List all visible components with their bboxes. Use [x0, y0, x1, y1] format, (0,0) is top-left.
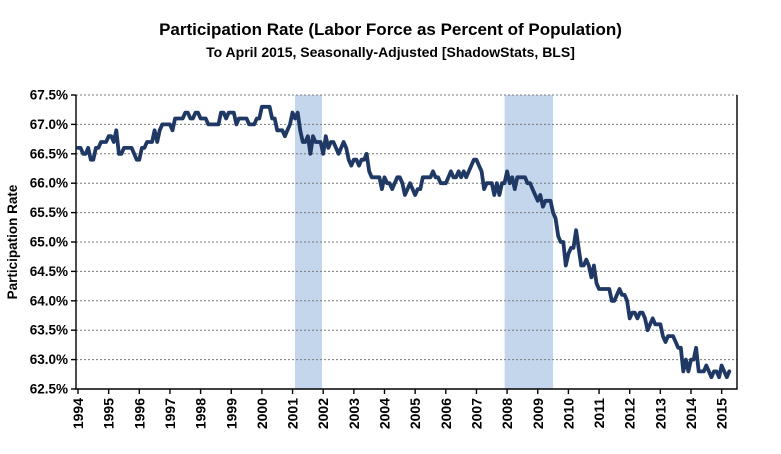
chart-title: Participation Rate (Labor Force as Perce… [159, 20, 622, 39]
x-tick-label: 2006 [438, 398, 454, 429]
y-tick-label: 65.0% [30, 235, 68, 250]
y-tick-label: 65.5% [30, 205, 68, 220]
x-tick-label: 2013 [652, 398, 668, 429]
y-tick-label: 63.0% [30, 352, 68, 367]
y-tick-label: 66.5% [30, 146, 68, 161]
y-tick-label: 64.5% [30, 264, 68, 279]
x-tick-label: 2000 [254, 398, 270, 429]
x-tick-label: 1997 [162, 398, 178, 429]
y-tick-label: 62.5% [30, 382, 68, 397]
x-tick-label: 2011 [591, 398, 607, 429]
x-tick-label: 2003 [346, 398, 362, 429]
y-tick-label: 63.5% [30, 323, 68, 338]
x-tick-label: 2012 [622, 398, 638, 429]
x-tick-label: 1999 [223, 398, 239, 429]
x-tick-label: 2014 [683, 398, 699, 429]
x-tick-label: 1998 [193, 398, 209, 429]
x-tick-label: 2008 [499, 398, 515, 429]
participation-rate-line [76, 104, 732, 380]
x-tick-label: 2004 [377, 398, 393, 429]
x-tick-label: 2001 [285, 398, 301, 429]
chart-subtitle: To April 2015, Seasonally-Adjusted [Shad… [206, 44, 575, 60]
x-tick-label: 1995 [101, 398, 117, 429]
x-tick-label: 2007 [468, 398, 484, 429]
x-tick-label: 2002 [315, 398, 331, 429]
y-tick-label: 64.0% [30, 293, 68, 308]
y-tick-label: 67.5% [30, 88, 68, 103]
y-tick-label: 67.0% [30, 117, 68, 132]
x-tick-label: 2015 [714, 398, 730, 429]
x-tick-label: 1994 [70, 398, 86, 429]
x-tick-label: 2009 [530, 398, 546, 429]
y-axis-title: Participation Rate [5, 184, 20, 299]
x-tick-label: 2010 [560, 398, 576, 429]
y-tick-label: 66.0% [30, 176, 68, 191]
x-tick-label: 1996 [131, 398, 147, 429]
x-tick-label: 2005 [407, 398, 423, 429]
